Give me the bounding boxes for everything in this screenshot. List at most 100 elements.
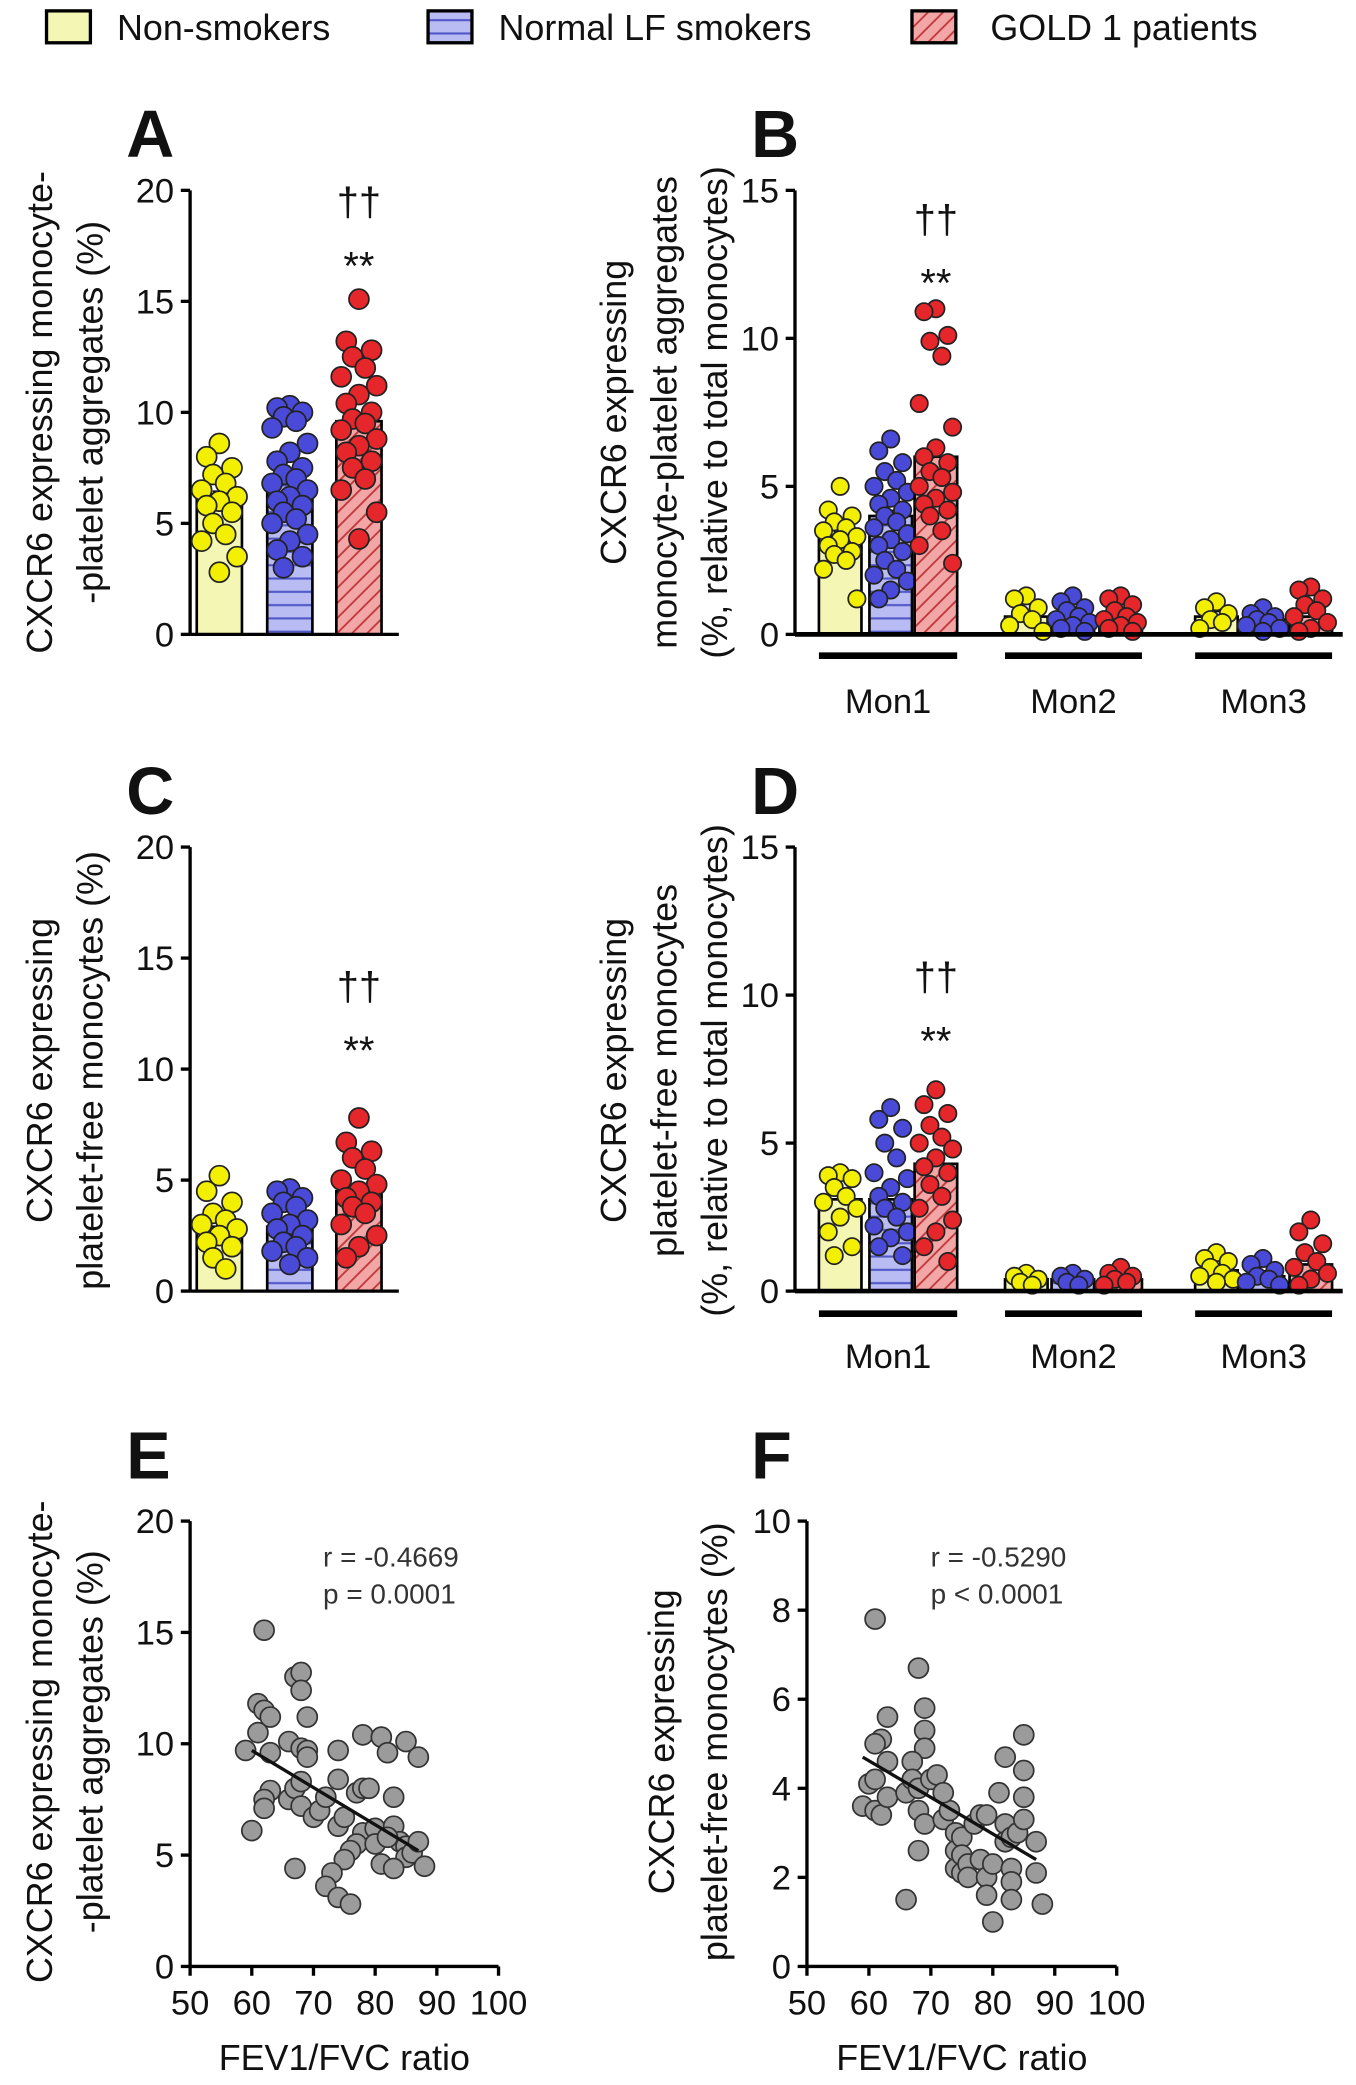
data-point	[1012, 1808, 1035, 1831]
data-point	[348, 528, 370, 550]
data-point	[842, 1237, 862, 1257]
data-point	[901, 1750, 924, 1773]
y-tick-label: 10	[753, 1503, 791, 1541]
x-tick-label: 100	[470, 1984, 528, 2022]
significance-asterisk: **	[343, 1029, 374, 1073]
data-point	[1301, 1210, 1321, 1230]
data-point	[836, 1186, 856, 1206]
data-point	[296, 432, 319, 455]
data-point	[932, 1781, 955, 1804]
data-point	[932, 346, 952, 366]
y-tick-label: 10	[136, 394, 174, 432]
legend-label: GOLD 1 patients	[990, 8, 1257, 48]
y-tick-label: 0	[760, 616, 779, 654]
y-axis-label: CXCR6 expressing monocyte-	[20, 1501, 60, 1984]
correlation-r: r = -0.4669	[323, 1541, 459, 1572]
data-point	[869, 1109, 889, 1129]
y-tick-label: 10	[741, 977, 779, 1015]
data-point	[981, 1911, 1004, 1933]
y-tick-label: 10	[136, 1051, 174, 1089]
data-point	[887, 470, 907, 490]
data-point	[909, 1133, 929, 1153]
data-point	[814, 559, 834, 579]
panel-b: B CXCR6 expressing monocyte-platelet aggre…	[594, 98, 1343, 721]
data-point	[914, 1157, 934, 1177]
data-point	[864, 1768, 886, 1791]
data-point	[1284, 1257, 1304, 1277]
data-point	[914, 302, 934, 322]
group-label: Mon2	[1030, 1338, 1116, 1376]
data-point	[261, 512, 283, 535]
x-tick-label: 90	[418, 1984, 456, 2022]
data-point	[354, 468, 377, 490]
data-point	[943, 1139, 963, 1159]
data-point	[932, 1186, 952, 1206]
data-point	[870, 1804, 893, 1826]
data-point	[354, 1158, 377, 1180]
data-point	[365, 1224, 388, 1247]
data-point	[994, 1746, 1017, 1768]
data-point	[348, 1107, 370, 1129]
y-axis-label: platelet-free monocytes (%)	[70, 851, 110, 1290]
data-point	[938, 500, 958, 520]
data-point	[932, 467, 952, 487]
data-point	[847, 589, 867, 609]
data-point	[413, 1855, 436, 1878]
data-point	[339, 1893, 362, 1915]
y-tick-label: 5	[155, 1837, 174, 1875]
y-axis-label: -platelet aggregates (%)	[70, 1550, 110, 1933]
legend-item: Non-smokers	[44, 8, 330, 48]
p-value: p = 0.0001	[323, 1579, 456, 1610]
y-axis-label: CXCR6 expressing	[642, 1589, 682, 1894]
data-point	[907, 1839, 930, 1862]
data-point	[214, 523, 237, 546]
data-point	[893, 1118, 913, 1138]
data-point	[909, 536, 929, 556]
panel-label: D	[751, 755, 799, 829]
data-point	[1307, 1251, 1327, 1272]
panel-label: A	[126, 98, 174, 172]
data-point	[1123, 621, 1143, 641]
y-tick-label: 6	[772, 1681, 791, 1719]
y-tick-label: 0	[760, 1273, 779, 1311]
data-point	[920, 331, 940, 351]
y-tick-label: 8	[772, 1592, 791, 1630]
data-point	[208, 432, 231, 455]
y-axis-label: monocyte-platelet aggregates	[645, 176, 685, 649]
data-point	[836, 550, 856, 570]
group-label: Mon3	[1220, 1338, 1306, 1376]
y-tick-label: 5	[760, 468, 779, 506]
x-tick-label: 70	[294, 1984, 332, 2022]
data-point	[330, 366, 353, 388]
data-point	[943, 482, 963, 502]
x-tick-label: 50	[788, 1984, 826, 2022]
legend-swatch	[426, 9, 474, 45]
y-tick-label: 20	[136, 172, 174, 210]
data-point	[365, 374, 388, 397]
data-point	[864, 518, 884, 538]
significance-dagger: ††	[337, 181, 381, 225]
data-point	[291, 545, 314, 568]
data-point	[1289, 621, 1309, 641]
data-point	[881, 429, 901, 449]
data-point	[214, 1258, 237, 1280]
data-point	[876, 1706, 899, 1728]
data-point	[981, 1853, 1004, 1875]
data-point	[938, 1251, 958, 1272]
data-point	[814, 1192, 834, 1212]
data-point	[1000, 615, 1020, 635]
data-point	[1313, 1234, 1333, 1254]
significance-dagger: ††	[337, 965, 381, 1009]
data-point	[830, 476, 850, 496]
group-label: Mon1	[845, 683, 931, 721]
data-point	[1031, 1893, 1054, 1915]
x-tick-label: 90	[1036, 1984, 1074, 2022]
y-tick-label: 20	[136, 1503, 174, 1541]
data-point	[330, 479, 353, 501]
data-point	[926, 1764, 948, 1786]
data-point	[824, 1246, 844, 1266]
data-point	[1190, 1266, 1210, 1286]
group-label: Mon3	[1220, 683, 1306, 721]
data-point	[920, 1175, 940, 1195]
